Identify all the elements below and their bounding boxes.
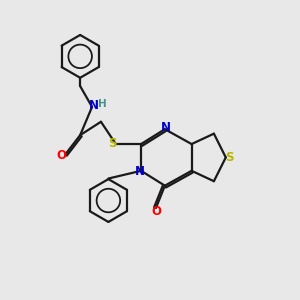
Text: N: N — [161, 121, 171, 134]
Text: N: N — [135, 165, 145, 178]
Text: O: O — [57, 149, 67, 162]
Text: S: S — [225, 151, 234, 164]
Text: H: H — [98, 99, 107, 109]
Text: O: O — [151, 205, 161, 218]
Text: S: S — [108, 137, 116, 150]
Text: N: N — [88, 99, 98, 112]
